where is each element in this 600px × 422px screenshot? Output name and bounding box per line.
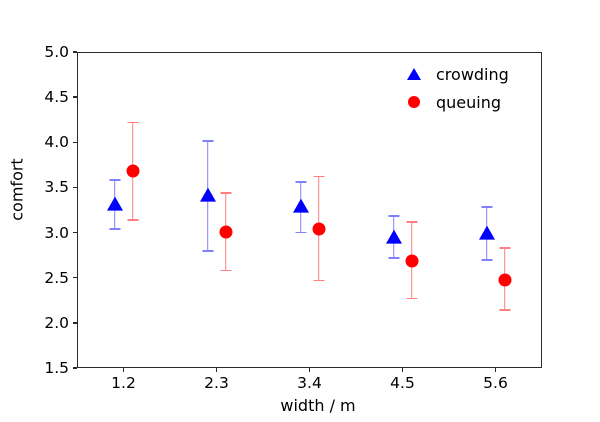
error-bar-cap-lower xyxy=(481,258,492,261)
error-bar-cap-upper xyxy=(127,121,138,124)
plot-area xyxy=(77,52,542,368)
x-tick-label: 5.6 xyxy=(483,374,508,392)
y-tick-label: 1.5 xyxy=(44,359,69,377)
y-tick-label: 2.0 xyxy=(44,313,69,332)
error-bar-cap-lower xyxy=(295,231,306,234)
error-bar-cap-upper xyxy=(295,181,306,183)
error-bar-cap-lower xyxy=(202,249,213,252)
data-point-circle-icon xyxy=(498,273,511,287)
y-tick-mark xyxy=(73,322,77,324)
legend-item: queuing xyxy=(392,88,538,116)
legend-label: queuing xyxy=(436,92,502,112)
x-tick-label: 3.4 xyxy=(297,374,322,392)
x-tick-mark xyxy=(215,368,218,372)
error-bar-cap-upper xyxy=(388,215,399,218)
y-tick-label: 3.5 xyxy=(44,178,69,197)
error-bar-cap-lower xyxy=(127,219,138,221)
error-bar-cap-upper xyxy=(313,175,324,178)
y-tick-label: 4.0 xyxy=(44,133,69,152)
y-tick-mark xyxy=(73,51,77,53)
x-tick-label: 1.2 xyxy=(111,374,136,392)
data-point-triangle-icon xyxy=(478,225,495,240)
data-point-triangle-icon xyxy=(292,198,309,213)
error-bar-cap-lower xyxy=(388,256,399,259)
error-bar-cap-upper xyxy=(202,140,213,143)
data-point-circle-icon xyxy=(405,254,418,268)
y-tick-label: 3.0 xyxy=(44,223,69,242)
error-bar-cap-lower xyxy=(109,228,120,230)
y-tick-label: 2.5 xyxy=(44,268,69,287)
x-tick-label: 4.5 xyxy=(390,374,415,392)
chart-legend: crowding queuing xyxy=(392,58,538,118)
y-axis-label: comfort xyxy=(7,158,27,221)
legend-marker xyxy=(392,68,436,80)
y-tick-mark xyxy=(73,367,77,369)
error-bar-cap-lower xyxy=(313,279,324,282)
y-tick-label: 4.5 xyxy=(44,88,69,107)
data-point-circle-icon xyxy=(219,225,232,239)
x-axis-label-text: width / m xyxy=(280,396,356,415)
x-tick-mark xyxy=(122,368,125,372)
circle-icon xyxy=(408,96,420,108)
y-tick-mark xyxy=(73,231,77,234)
y-tick-mark xyxy=(73,96,77,98)
y-tick-mark xyxy=(73,277,77,279)
legend-marker xyxy=(392,96,436,108)
error-bar-cap-upper xyxy=(406,220,417,223)
x-tick-mark xyxy=(494,368,497,372)
data-point-circle-icon xyxy=(312,222,325,236)
error-bar-cap-upper xyxy=(220,191,231,194)
data-point-triangle-icon xyxy=(199,188,216,203)
error-bar-cap-upper xyxy=(481,206,492,209)
y-tick-mark xyxy=(73,141,77,143)
data-point-triangle-icon xyxy=(106,196,123,211)
error-bar-cap-lower xyxy=(220,269,231,272)
y-tick-mark xyxy=(73,186,77,189)
x-tick-mark xyxy=(401,368,404,372)
error-bar-cap-upper xyxy=(499,247,510,249)
legend-label: crowding xyxy=(436,64,509,84)
error-bar-cap-lower xyxy=(499,309,510,312)
x-tick-mark xyxy=(308,368,311,372)
error-bar-cap-upper xyxy=(109,179,120,182)
triangle-icon xyxy=(407,68,421,80)
legend-item: crowding xyxy=(392,60,538,88)
data-point-triangle-icon xyxy=(385,229,402,244)
data-point-circle-icon xyxy=(126,164,139,178)
x-axis-label: width / m xyxy=(0,396,600,415)
x-tick-label: 2.3 xyxy=(204,374,229,392)
y-tick-label: 5.0 xyxy=(44,43,69,61)
error-bar-cap-lower xyxy=(406,297,417,300)
